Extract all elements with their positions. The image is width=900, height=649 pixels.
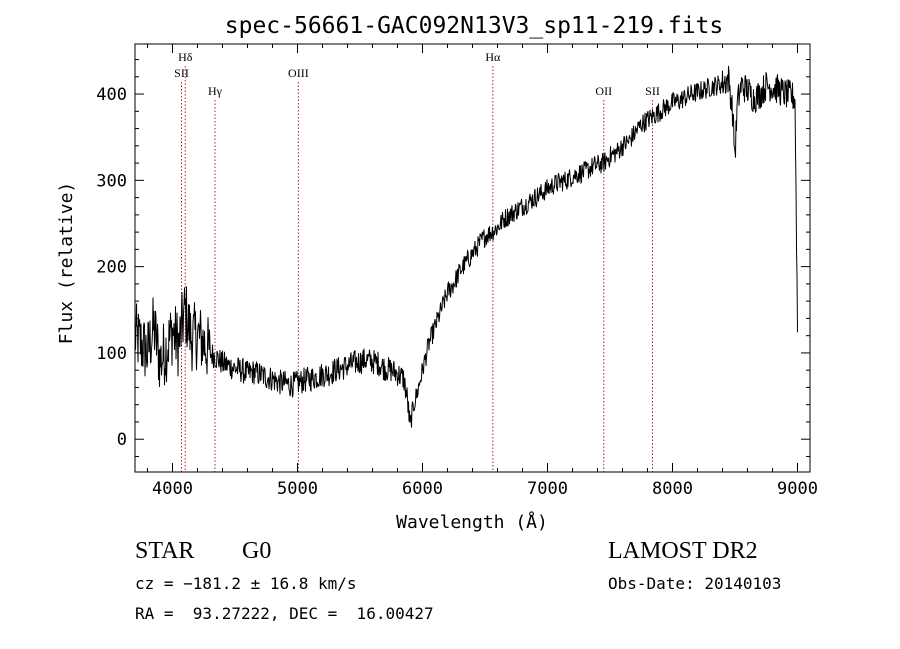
axis-ticks: 4000 5000 6000 7000 8000 9000 0 100 200 300 400: [96, 44, 818, 499]
y-tick-label: 300: [96, 171, 127, 191]
x-tick-label: 5000: [277, 479, 318, 499]
x-tick-label: 6000: [402, 479, 443, 499]
observation-date: Obs-Date: 20140103: [608, 574, 782, 593]
x-tick-label: 8000: [652, 479, 693, 499]
spectral-line-label: Hδ: [178, 50, 193, 64]
spectral-line-label: Hα: [485, 50, 501, 64]
x-tick-label: 9000: [777, 479, 818, 499]
x-tick-label: 7000: [527, 479, 568, 499]
coordinates: RA = 93.27222, DEC = 16.00427: [135, 604, 434, 623]
spectral-line-label: SII: [645, 84, 660, 98]
spectral-line-label: OII: [595, 84, 612, 98]
redshift-velocity: cz = −181.2 ± 16.8 km/s: [135, 574, 357, 593]
y-tick-label: 100: [96, 344, 127, 364]
spectral-line-label: SII: [174, 66, 189, 80]
spectrum-line: [134, 65, 798, 428]
plot-frame: [134, 43, 811, 473]
spectral-line-label: OIII: [288, 66, 309, 80]
y-tick-label: 400: [96, 85, 127, 105]
spectrum-series: [134, 65, 798, 428]
y-tick-label: 0: [117, 430, 127, 450]
x-tick-label: 4000: [152, 479, 193, 499]
y-tick-label: 200: [96, 258, 127, 278]
survey-name: LAMOST DR2: [608, 538, 758, 564]
spectral-line-markers: Hδ SII Hγ OIII Hα OII SII: [174, 50, 660, 472]
spectral-line-label: Hγ: [208, 84, 223, 98]
x-axis-label: Wavelength (Å): [396, 511, 548, 533]
object-class: STAR: [135, 538, 195, 564]
chart-title: spec-56661-GAC092N13V3_sp11-219.fits: [225, 13, 724, 39]
object-subclass: G0: [242, 538, 272, 564]
y-axis-label: Flux (relative): [56, 182, 77, 345]
